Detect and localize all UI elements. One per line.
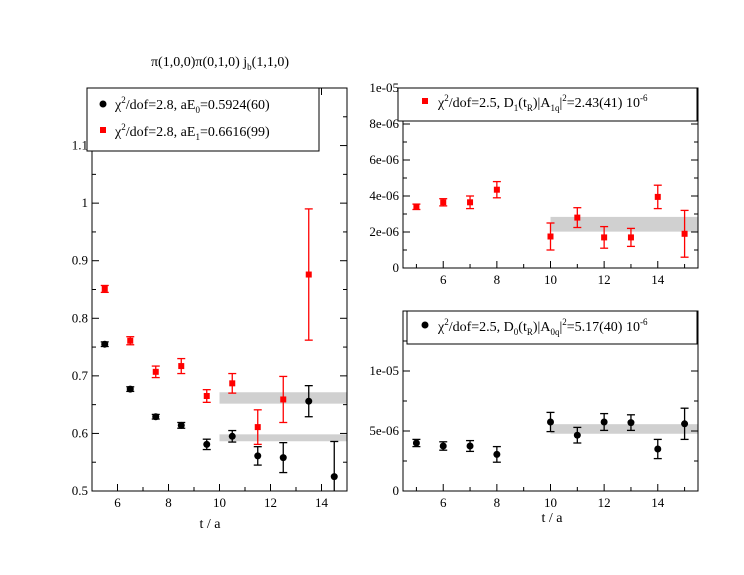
x-tick-label: 14	[651, 272, 665, 287]
fit-band-D0	[550, 424, 698, 434]
x-tick-label: 12	[598, 272, 611, 287]
fit-band-ground	[219, 434, 347, 442]
y-tick-label: 0.6	[72, 425, 89, 440]
data-point-D1	[440, 199, 447, 206]
y-tick-label: 1	[82, 195, 89, 210]
data-point-ground	[330, 473, 338, 481]
x-tick-label: 10	[544, 495, 557, 510]
legend-excited-label: χ2/dof=2.8, aE1=0.6616(99)	[114, 122, 270, 142]
y-tick-label: 0	[393, 260, 400, 275]
data-point-D1	[627, 234, 634, 241]
x-tick-label: 14	[315, 495, 329, 510]
legend-d0-label: χ2/dof=2.5, D0(tR)|A0q|2=5.17(40) 10-6	[437, 317, 648, 337]
y-tick-label: 1e-05	[369, 363, 399, 378]
data-point-ground	[203, 440, 211, 448]
data-point-D0	[600, 418, 608, 426]
data-point-D0	[627, 419, 635, 427]
x-tick-label: 6	[440, 495, 447, 510]
data-point-ground	[279, 454, 287, 462]
data-point-excited	[229, 380, 236, 387]
data-point-D0	[681, 420, 689, 428]
data-point-D1	[681, 230, 688, 237]
data-point-ground	[152, 413, 160, 421]
y-tick-label: 8e-06	[369, 116, 399, 131]
data-point-excited	[127, 337, 134, 344]
left-xlabel: t / a	[200, 517, 222, 532]
data-point-D0	[573, 431, 581, 439]
data-point-D1	[574, 214, 581, 221]
bottom-right-legend: χ2/dof=2.5, D0(tR)|A0q|2=5.17(40) 10-6	[406, 310, 698, 345]
data-point-excited	[152, 368, 159, 375]
x-tick-label: 6	[114, 495, 121, 510]
bottom-right-xlabel: t / a	[542, 511, 564, 526]
data-point-excited	[254, 424, 261, 431]
data-point-D1	[654, 193, 661, 200]
data-point-D0	[493, 450, 501, 458]
left-panel-title: π(1,0,0)π(0,1,0) jb(1,1,0)	[151, 55, 289, 72]
data-point-ground	[126, 385, 134, 393]
y-tick-label: 5e-06	[369, 423, 399, 438]
top-right-panel: 6 8 10 12 14 0 2e-06 4e-06 6e-06 8e-06 1e-05 χ2/do…	[369, 80, 699, 287]
data-point-D1	[547, 233, 554, 240]
data-point-excited	[305, 271, 312, 278]
y-tick-label: 0.8	[72, 310, 88, 325]
left-panel: π(1,0,0)π(0,1,0) jb(1,1,0) 6 8 10 12 14 0.5 0.…	[72, 55, 348, 532]
data-point-excited	[101, 285, 108, 292]
x-tick-label: 8	[494, 272, 501, 287]
data-point-ground	[177, 421, 185, 429]
x-tick-label: 6	[440, 272, 447, 287]
data-point-excited	[203, 393, 210, 400]
y-tick-label: 1.1	[72, 138, 88, 153]
data-point-D0	[654, 445, 662, 453]
legend-ground-label: χ2/dof=2.8, aE0=0.5924(60)	[114, 95, 270, 115]
legend-excited-marker	[100, 127, 106, 133]
left-legend: χ2/dof=2.8, aE0=0.5924(60) χ2/dof=2.8, a…	[86, 87, 320, 152]
data-point-D1	[467, 199, 474, 206]
data-point-D0	[412, 439, 420, 447]
x-tick-label: 10	[213, 495, 226, 510]
fit-band-D1	[550, 216, 698, 232]
y-tick-label: 6e-06	[369, 152, 399, 167]
data-point-D0	[547, 418, 554, 426]
y-tick-label: 4e-06	[369, 188, 399, 203]
legend-ground-marker	[99, 100, 107, 108]
data-point-D0	[466, 442, 474, 450]
bottom-right-panel: 6 8 10 12 14 0 5e-06 1e-05 χ2/dof=2.5, D0(tR)|A…	[369, 310, 699, 526]
x-tick-label: 10	[544, 272, 557, 287]
y-tick-label: 1e-05	[369, 80, 399, 95]
x-tick-label: 8	[165, 495, 172, 510]
x-tick-label: 12	[264, 495, 277, 510]
x-tick-label: 14	[651, 495, 665, 510]
data-point-ground	[305, 397, 313, 405]
top-right-legend: χ2/dof=2.5, D1(tR)|A1q|2=2.43(41) 10-6	[397, 87, 698, 122]
legend-d1-marker	[422, 98, 428, 104]
data-point-D1	[413, 203, 420, 210]
data-point-ground	[101, 340, 109, 348]
data-point-excited	[178, 363, 185, 370]
data-point-D1	[493, 186, 500, 193]
data-point-ground	[228, 432, 236, 440]
y-tick-label: 0.5	[72, 483, 88, 498]
legend-d1-label: χ2/dof=2.5, D1(tR)|A1q|2=2.43(41) 10-6	[437, 93, 648, 113]
y-tick-label: 0.9	[72, 253, 88, 268]
x-tick-label: 8	[494, 495, 501, 510]
y-tick-label: 0	[393, 483, 400, 498]
legend-d0-marker	[421, 321, 429, 329]
x-tick-label: 12	[598, 495, 611, 510]
data-point-ground	[254, 452, 262, 460]
data-point-excited	[280, 396, 287, 403]
y-tick-label: 0.7	[72, 368, 89, 383]
data-point-D1	[601, 234, 608, 241]
data-point-D0	[439, 442, 447, 450]
y-tick-label: 2e-06	[369, 224, 399, 239]
